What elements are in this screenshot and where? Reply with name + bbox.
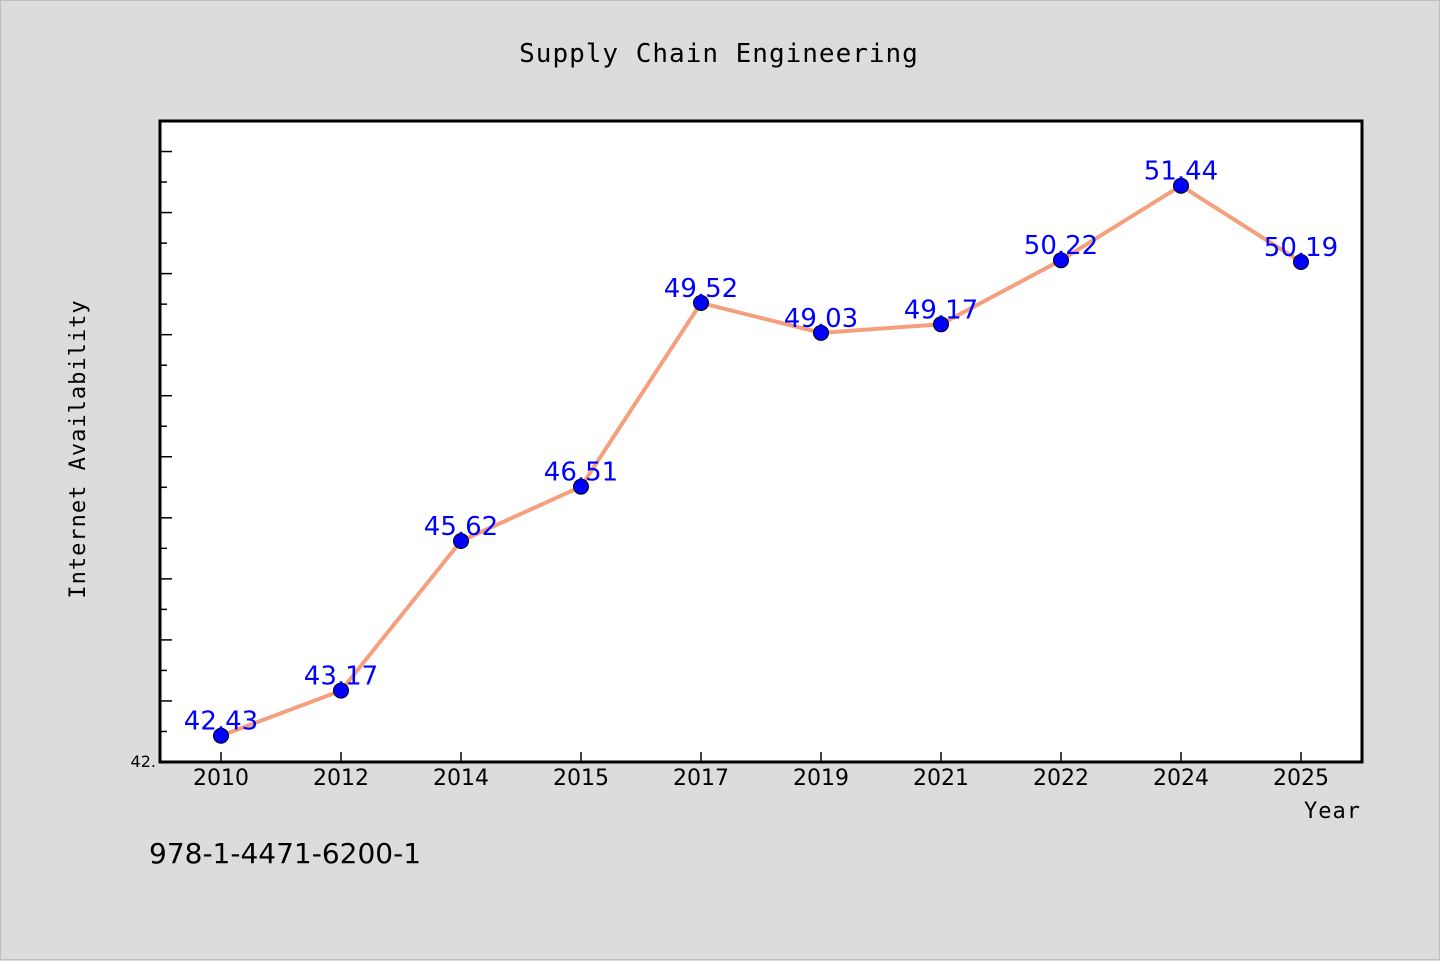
- data-point: [933, 316, 949, 333]
- data-point: [573, 478, 589, 495]
- data-point: [1053, 252, 1069, 269]
- x-tick-label: 2019: [793, 766, 849, 791]
- x-tick-label: 2022: [1033, 766, 1089, 791]
- x-tick-label: 2024: [1153, 766, 1209, 791]
- data-label: 46.51: [544, 458, 618, 488]
- x-tick-label: 2014: [433, 766, 489, 791]
- x-tick-label: 2017: [673, 766, 729, 791]
- series-group: 42.43 43.17 45.62 46.51 49.52 49.03 49.17 50.22…: [184, 157, 1338, 744]
- chart-title: Supply Chain Engineering: [519, 39, 919, 69]
- x-tick-label: 2010: [193, 766, 249, 791]
- data-label: 49.52: [664, 274, 738, 304]
- x-tick-label: 2015: [553, 766, 609, 791]
- x-axis-ticks: 2010 2012 2014 2015 2017 2019 2021 2022 2024 2025: [193, 752, 1329, 791]
- x-axis-label: Year: [1304, 799, 1361, 824]
- data-label: 42.43: [184, 707, 258, 737]
- series-line: [219, 183, 1303, 738]
- y-tick-label: 42.: [131, 752, 156, 771]
- isbn-annotation: 978-1-4471-6200-1: [149, 837, 421, 870]
- data-label: 50.22: [1024, 231, 1098, 261]
- data-label: 51.44: [1144, 157, 1218, 187]
- x-tick-label: 2025: [1273, 766, 1329, 791]
- x-tick-label: 2012: [313, 766, 369, 791]
- data-point: [1293, 254, 1309, 271]
- data-point: [693, 294, 709, 311]
- data-label: 43.17: [304, 662, 378, 692]
- data-point: [813, 324, 829, 341]
- y-axis-ticks: 42.: [131, 150, 172, 771]
- data-point: [213, 727, 229, 744]
- data-label: 49.17: [904, 295, 978, 325]
- data-point: [453, 533, 469, 550]
- x-tick-label: 2021: [913, 766, 969, 791]
- data-label: 49.03: [784, 304, 858, 334]
- data-point: [333, 682, 349, 699]
- data-label: 50.19: [1264, 233, 1338, 263]
- y-axis-label: Internet Availability: [66, 299, 91, 598]
- plot-area: [158, 119, 1364, 764]
- data-point: [1173, 177, 1189, 194]
- data-label: 45.62: [424, 512, 498, 542]
